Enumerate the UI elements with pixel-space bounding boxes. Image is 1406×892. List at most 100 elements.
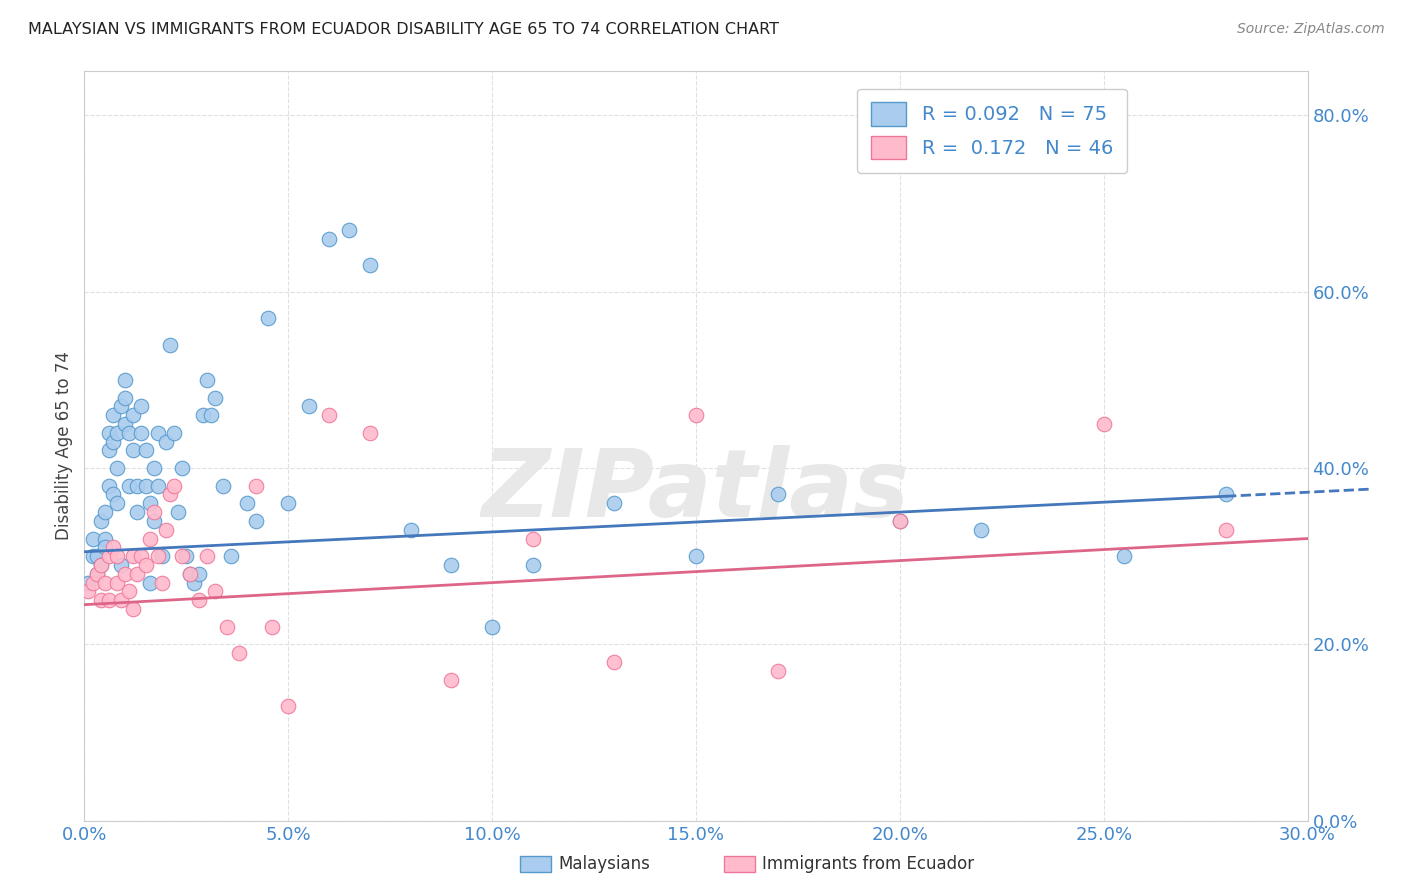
Point <box>228 646 250 660</box>
Point <box>603 655 626 669</box>
Point <box>236 496 259 510</box>
Point <box>172 461 194 475</box>
Point <box>93 505 115 519</box>
Text: MALAYSIAN VS IMMIGRANTS FROM ECUADOR DISABILITY AGE 65 TO 74 CORRELATION CHART: MALAYSIAN VS IMMIGRANTS FROM ECUADOR DIS… <box>28 22 779 37</box>
Point <box>90 558 112 572</box>
Point <box>159 487 181 501</box>
Point <box>1114 549 1136 564</box>
Point <box>359 425 381 440</box>
Point <box>142 514 165 528</box>
Point <box>122 443 145 458</box>
Point <box>204 391 226 405</box>
Point <box>127 478 149 492</box>
Point <box>101 408 124 422</box>
Point <box>339 223 361 237</box>
Point <box>118 478 141 492</box>
Text: Malaysians: Malaysians <box>558 855 650 873</box>
Point <box>118 425 141 440</box>
Point <box>179 566 201 581</box>
Point <box>93 575 115 590</box>
Point <box>179 566 201 581</box>
Point <box>90 558 112 572</box>
Point <box>685 549 707 564</box>
Point <box>318 232 340 246</box>
Point <box>101 487 124 501</box>
Point <box>318 408 340 422</box>
Point <box>440 558 463 572</box>
Point <box>1215 523 1237 537</box>
Text: Immigrants from Ecuador: Immigrants from Ecuador <box>762 855 974 873</box>
Point <box>77 575 100 590</box>
Point <box>685 408 707 422</box>
Point <box>172 549 194 564</box>
Point <box>889 514 911 528</box>
Point <box>97 549 120 564</box>
Point <box>135 558 157 572</box>
Point <box>101 541 124 555</box>
Point <box>127 566 149 581</box>
Point <box>212 478 235 492</box>
Text: Source: ZipAtlas.com: Source: ZipAtlas.com <box>1237 22 1385 37</box>
Point <box>131 425 153 440</box>
Point <box>86 566 108 581</box>
Point <box>105 549 128 564</box>
Point <box>257 311 280 326</box>
Y-axis label: Disability Age 65 to 74: Disability Age 65 to 74 <box>55 351 73 541</box>
Point <box>135 443 157 458</box>
Point <box>97 443 120 458</box>
Point <box>101 434 124 449</box>
Point <box>131 549 153 564</box>
Point <box>298 400 321 414</box>
Point <box>163 478 186 492</box>
Point <box>110 593 132 607</box>
Point <box>146 478 169 492</box>
Point <box>82 532 104 546</box>
Point <box>142 461 165 475</box>
Point <box>440 673 463 687</box>
Point <box>114 373 136 387</box>
Point <box>174 549 197 564</box>
Point <box>183 575 205 590</box>
Point <box>481 620 503 634</box>
Point <box>114 417 136 431</box>
Point <box>93 541 115 555</box>
Point <box>82 575 104 590</box>
Point <box>105 461 128 475</box>
Point <box>122 549 145 564</box>
Point <box>766 487 789 501</box>
Point <box>155 434 177 449</box>
Legend: R = 0.092   N = 75, R =  0.172   N = 46: R = 0.092 N = 75, R = 0.172 N = 46 <box>858 88 1126 173</box>
Point <box>105 425 128 440</box>
Point <box>122 408 145 422</box>
Point <box>146 425 169 440</box>
Point <box>150 549 173 564</box>
Point <box>217 620 239 634</box>
Point <box>603 496 626 510</box>
Point <box>138 575 160 590</box>
Point <box>138 532 160 546</box>
Point <box>114 391 136 405</box>
Point <box>90 593 112 607</box>
Point <box>86 566 108 581</box>
Point <box>90 514 112 528</box>
Point <box>138 496 160 510</box>
Point <box>155 523 177 537</box>
Point <box>97 593 120 607</box>
Point <box>195 373 218 387</box>
Point <box>122 602 145 616</box>
Point <box>110 558 132 572</box>
Point <box>146 549 169 564</box>
Point <box>105 575 128 590</box>
Point <box>86 549 108 564</box>
Point <box>105 496 128 510</box>
Point <box>245 478 267 492</box>
Point <box>118 584 141 599</box>
Point <box>97 478 120 492</box>
Point <box>277 699 299 714</box>
Point <box>142 505 165 519</box>
Point <box>399 523 422 537</box>
Point <box>110 400 132 414</box>
Point <box>191 408 214 422</box>
Point <box>131 400 153 414</box>
Point <box>167 505 190 519</box>
